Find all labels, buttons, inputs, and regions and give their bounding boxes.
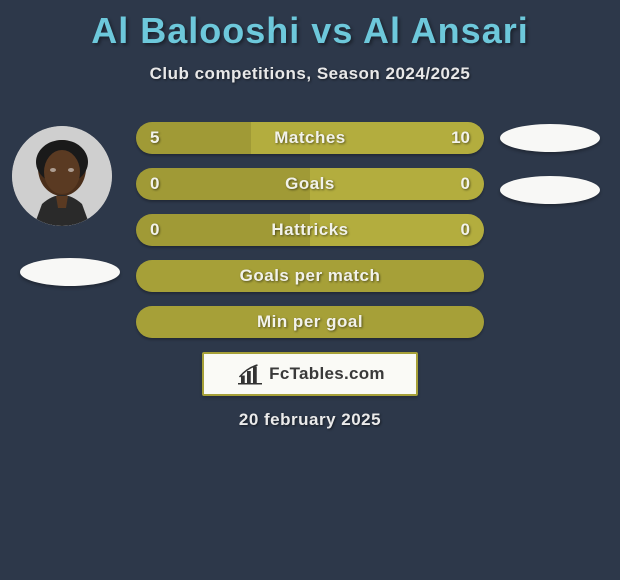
- stat-row: 510Matches: [136, 122, 484, 154]
- avatar-placeholder-icon: [12, 126, 112, 226]
- stat-label: Goals: [136, 168, 484, 200]
- player1-name: Al Balooshi: [91, 10, 300, 51]
- player2-name: Al Ansari: [363, 10, 529, 51]
- stat-row: 00Goals: [136, 168, 484, 200]
- stat-row: Min per goal: [136, 306, 484, 338]
- stat-label: Goals per match: [136, 260, 484, 292]
- stat-row: Goals per match: [136, 260, 484, 292]
- player1-avatar: [12, 126, 112, 226]
- logo-text: FcTables.com: [269, 364, 385, 384]
- player2-flag-badge: [500, 176, 600, 204]
- vs-separator: vs: [311, 10, 353, 51]
- comparison-title: Al Balooshi vs Al Ansari: [0, 0, 620, 52]
- player1-flag-badge: [20, 258, 120, 286]
- stat-label: Min per goal: [136, 306, 484, 338]
- stat-label: Matches: [136, 122, 484, 154]
- subtitle: Club competitions, Season 2024/2025: [0, 64, 620, 84]
- date: 20 february 2025: [0, 410, 620, 430]
- stat-row: 00Hattricks: [136, 214, 484, 246]
- stat-bars-container: 510Matches 00Goals 00Hattricks Goals per ma…: [136, 122, 484, 352]
- bar-chart-icon: [235, 362, 265, 386]
- player2-avatar-badge: [500, 124, 600, 152]
- stat-label: Hattricks: [136, 214, 484, 246]
- fctables-logo[interactable]: FcTables.com: [202, 352, 418, 396]
